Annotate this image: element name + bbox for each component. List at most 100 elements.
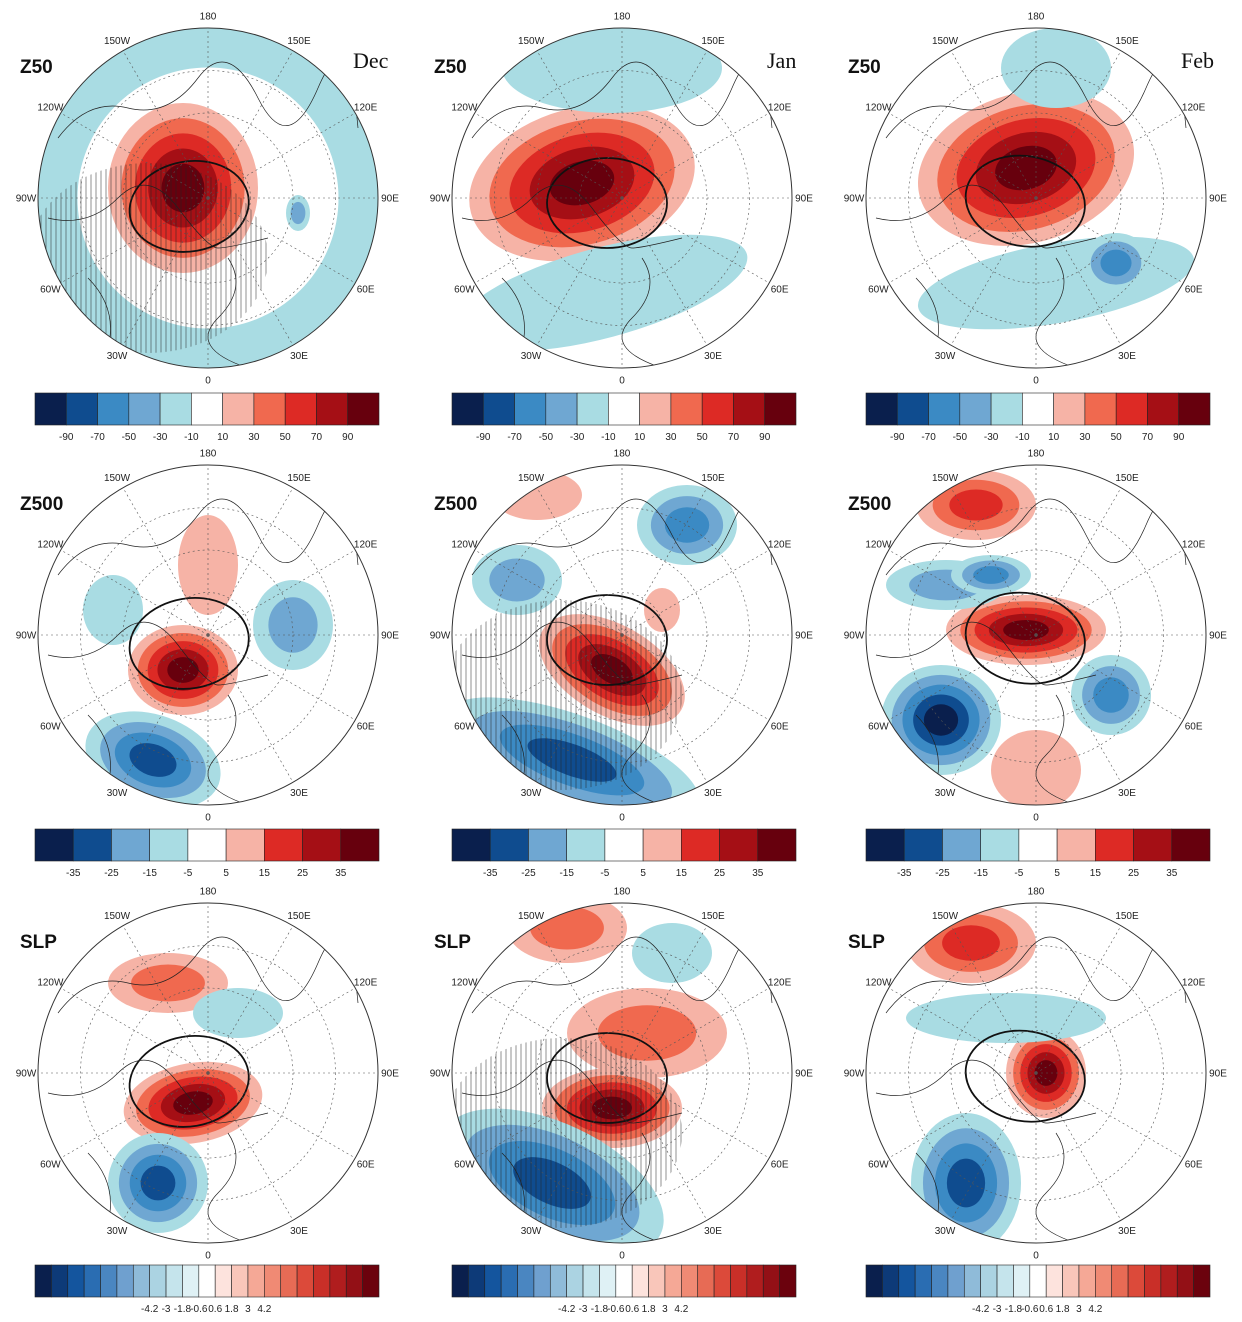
longitude-label: 30W (935, 351, 956, 362)
colorbar-tick-label: -50 (539, 432, 554, 443)
meridian-line (207, 487, 294, 636)
longitude-label: 120W (865, 540, 892, 551)
month-label: Dec (353, 48, 389, 73)
meridian-line (536, 197, 623, 346)
colorbar-swatch (996, 1264, 1014, 1298)
meridian-line (1035, 1072, 1122, 1221)
colorbar-swatch (990, 392, 1023, 426)
colorbar-swatch (231, 1264, 249, 1298)
colorbar-tick-label: -70 (90, 432, 105, 443)
meridian-line (207, 1072, 294, 1221)
negative-anomaly-contour (664, 507, 710, 543)
meridian-line (207, 634, 356, 721)
colorbar-tick-label: 35 (752, 868, 764, 879)
meridian-line (60, 987, 209, 1074)
colorbar-swatch (280, 1264, 298, 1298)
colorbar-swatch (582, 1264, 600, 1298)
meridian-line (122, 197, 209, 346)
colorbar-tick-label: -30 (570, 432, 585, 443)
colorbar-swatch (34, 392, 67, 426)
meridian-line (207, 987, 356, 1074)
colorbar-swatch (1078, 1264, 1096, 1298)
colorbar-swatch (1193, 1264, 1211, 1298)
colorbar-swatch (329, 1264, 347, 1298)
positive-anomaly-contour (167, 657, 199, 683)
negative-anomaly-contour (489, 558, 545, 602)
meridian-line (474, 197, 623, 284)
significance-hatching (452, 1038, 682, 1228)
colorbar-swatch (865, 828, 905, 862)
longitude-label: 60W (40, 722, 61, 733)
anomaly-field (866, 465, 1206, 805)
colorbar-tick-label: 90 (1173, 432, 1185, 443)
colorbar-swatch (681, 828, 720, 862)
longitude-label: 60W (868, 722, 889, 733)
colorbar-swatch (340, 828, 380, 862)
meridian-line (621, 1072, 770, 1159)
negative-anomaly-contour (193, 988, 283, 1038)
longitude-label: 60E (357, 1160, 375, 1171)
colorbar-swatch (959, 392, 992, 426)
colorbar-swatch (302, 828, 342, 862)
colorbar-tick-label: 15 (1090, 868, 1102, 879)
longitude-label: 150W (932, 911, 959, 922)
latitude-circle (494, 945, 750, 1201)
colorbar-swatch (664, 1264, 682, 1298)
colorbar-swatch (1178, 392, 1211, 426)
latitude-circle (993, 592, 1079, 678)
colorbar-tick-label: -4.2 (558, 1304, 576, 1315)
longitude-label: 120W (37, 540, 64, 551)
colorbar-swatch (182, 1264, 200, 1298)
colorbar-swatch (730, 1264, 748, 1298)
meridian-line (1035, 197, 1122, 346)
colorbar-tick-label: 4.2 (674, 1304, 688, 1315)
colorbar-z50: -90 -70 -50 -30 -10 10 30 50 70 90 (865, 392, 1211, 443)
meridian-line (1035, 1072, 1184, 1159)
longitude-label: 120E (1182, 540, 1206, 551)
colorbar-swatch (914, 1264, 932, 1298)
colorbar-tick-label: -25 (521, 868, 536, 879)
longitude-label: 150E (1115, 36, 1139, 47)
meridian-line (950, 925, 1037, 1074)
longitude-label: 90W (844, 194, 865, 205)
longitude-label: 30E (290, 788, 308, 799)
longitude-label: 30E (1118, 351, 1136, 362)
colorbar-tick-label: 90 (342, 432, 354, 443)
colorbar-swatch (500, 1264, 518, 1298)
colorbar-swatch (253, 392, 286, 426)
colorbar-swatch (757, 828, 797, 862)
colorbar-swatch (149, 1264, 167, 1298)
longitude-label: 90W (16, 194, 37, 205)
meridian-line (122, 1072, 209, 1221)
meridian-line (122, 634, 209, 783)
colorbar-swatch (670, 392, 703, 426)
longitude-label: 120W (865, 103, 892, 114)
significance-contour (964, 154, 1086, 248)
meridian-line (888, 634, 1037, 721)
variable-label: Z50 (20, 57, 53, 78)
meridian-line (60, 549, 209, 636)
meridian-line (60, 112, 209, 199)
meridian-line (621, 197, 708, 346)
meridian-line (621, 112, 770, 199)
meridian-line (621, 634, 770, 721)
colorbar-swatch (347, 392, 380, 426)
longitude-label: 60W (454, 722, 475, 733)
meridian-line (888, 112, 1037, 199)
latitude-circle (993, 155, 1079, 241)
colorbar-swatch (931, 1264, 949, 1298)
meridian-line (888, 987, 1037, 1074)
longitude-label: 180 (614, 887, 631, 898)
colorbar-swatch (451, 392, 484, 426)
colorbar-tick-label: 25 (297, 868, 309, 879)
map-boundary (865, 902, 1207, 1244)
significance-contour (128, 1034, 250, 1128)
longitude-label: 180 (1028, 887, 1045, 898)
colorbar-tick-label: 10 (1048, 432, 1060, 443)
positive-anomaly-contour (644, 588, 680, 632)
longitude-label: 120W (451, 978, 478, 989)
significance-contour (964, 1029, 1086, 1123)
longitude-label: 90W (16, 631, 37, 642)
significance-contour (546, 594, 668, 686)
longitude-label: 180 (1028, 449, 1045, 460)
